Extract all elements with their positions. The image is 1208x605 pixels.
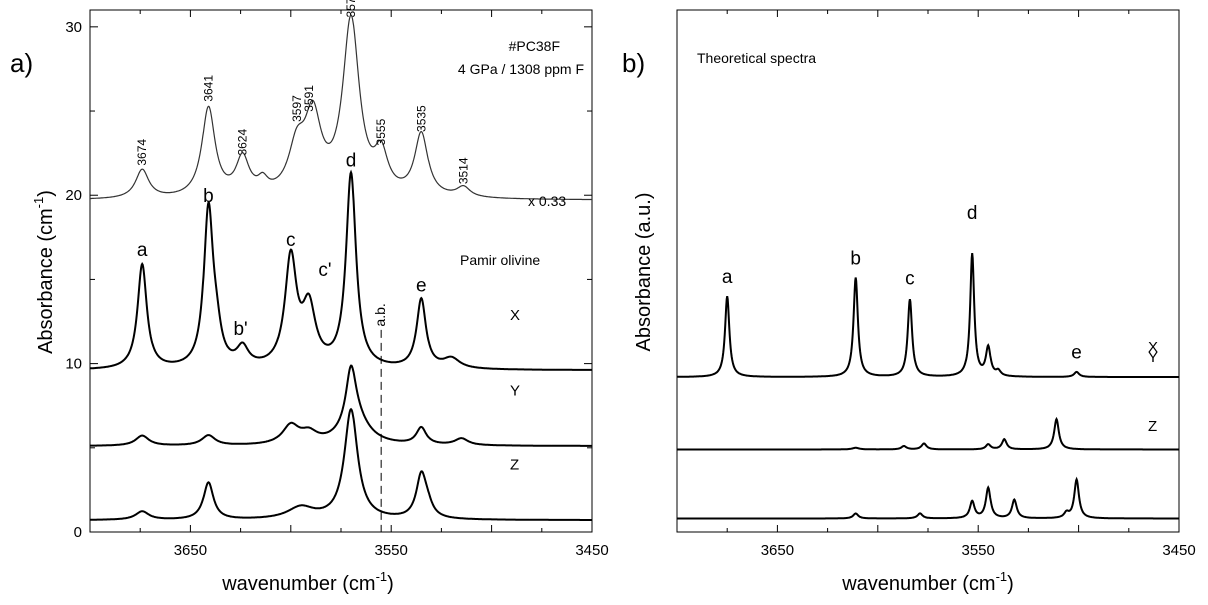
panel-b-tick-labels: 3650 3550 3450 <box>761 542 1196 559</box>
y-tick-label: 10 <box>65 356 82 373</box>
panel-b-ticks <box>676 10 1180 532</box>
polarization-label-X: X <box>1148 339 1158 356</box>
peak-wavenumber-label: 3591 <box>302 85 316 112</box>
y-tick-label: 0 <box>74 524 82 541</box>
panel-b-x-axis-title: wavenumber (cm-1) <box>841 569 1014 595</box>
polarization-label-Y: Y <box>510 383 520 400</box>
panel-b-series <box>677 253 1179 520</box>
x-tick-label: 3650 <box>174 542 207 559</box>
peak-letter-label: d <box>346 151 357 172</box>
polarization-label-Z: Z <box>510 457 519 474</box>
polarization-label-X: X <box>510 307 520 324</box>
sample-label: #PC38F <box>509 38 560 54</box>
panel-a-polarization-labels: X Y Z <box>510 307 520 474</box>
series-line-X <box>89 169 592 371</box>
panel-b-frame <box>676 9 1180 533</box>
peak-wavenumber-label: 3535 <box>414 105 428 132</box>
mineral-label: Pamir olivine <box>460 252 540 268</box>
panel-b: 3650 3550 3450 a b c d e XY Z b) Theoretical sp… <box>622 9 1196 595</box>
polarization-label-Y: Y <box>1148 349 1158 366</box>
x-tick-label: 3650 <box>761 542 794 559</box>
conditions-label: 4 GPa / 1308 ppm F <box>458 61 584 77</box>
peak-letter-label: a <box>722 267 733 288</box>
x-tick-label: 3450 <box>575 542 608 559</box>
panel-a-label: a) <box>10 48 33 78</box>
peak-letter-label: e <box>1071 343 1082 364</box>
peak-letter-label: b <box>850 248 861 269</box>
series-line-#PC38F <box>90 14 592 201</box>
panel-a-ticks <box>89 10 593 533</box>
peak-letter-label: d <box>967 203 978 224</box>
peak-wavenumber-label: 3597 <box>290 95 304 122</box>
peak-wavenumber-label: 3570 <box>344 0 358 17</box>
panel-b-peak-letters: a b c d e <box>722 203 1082 364</box>
series-line-Y <box>90 364 592 447</box>
peak-wavenumber-label: 3624 <box>236 129 250 156</box>
panel-a-x-axis-title: wavenumber (cm-1) <box>221 569 394 595</box>
y-tick-label: 30 <box>65 19 82 36</box>
polarization-label-Z: Z <box>1148 418 1157 435</box>
panel-a: 3650 3550 3450 0 10 20 30 a.b. 3674 3641 3624 359… <box>10 0 609 595</box>
dashed-line-label: a.b. <box>372 303 388 326</box>
peak-letter-label: a <box>137 240 148 261</box>
scale-factor-label: x 0.33 <box>528 193 566 209</box>
peak-letter-label: e <box>416 275 427 296</box>
x-tick-label: 3450 <box>1162 542 1195 559</box>
peak-letter-label: b <box>203 186 214 207</box>
peak-wavenumber-label: 3555 <box>374 118 388 145</box>
peak-wavenumber-label: 3674 <box>135 139 149 166</box>
panel-a-peak-letters: a b b' c c' d e <box>137 151 427 340</box>
panel-a-tick-labels: 3650 3550 3450 0 10 20 30 <box>65 19 608 559</box>
peak-letter-label: b' <box>233 319 247 340</box>
peak-letter-label: c <box>286 230 296 251</box>
series-line-X <box>677 253 1179 378</box>
panel-b-polarization-labels: XY Z <box>1148 339 1158 435</box>
y-tick-label: 20 <box>65 187 82 204</box>
panel-a-series <box>89 14 592 521</box>
peak-wavenumber-label: 3641 <box>201 75 215 102</box>
series-line-Z <box>90 407 592 521</box>
panel-b-title: Theoretical spectra <box>697 50 816 66</box>
peak-letter-label: c <box>905 269 915 290</box>
panel-a-y-axis-title: Absorbance (cm-1) <box>31 190 57 354</box>
panel-b-label: b) <box>622 48 645 78</box>
panel-a-frame <box>89 9 593 533</box>
x-tick-label: 3550 <box>375 542 408 559</box>
peak-wavenumber-label: 3514 <box>456 157 470 184</box>
peak-letter-label: c' <box>318 260 331 281</box>
series-line-Z <box>677 476 1179 520</box>
series-line-Y <box>677 416 1179 451</box>
panel-b-y-axis-title: Absorbance (a.u.) <box>633 193 655 352</box>
x-tick-label: 3550 <box>962 542 995 559</box>
